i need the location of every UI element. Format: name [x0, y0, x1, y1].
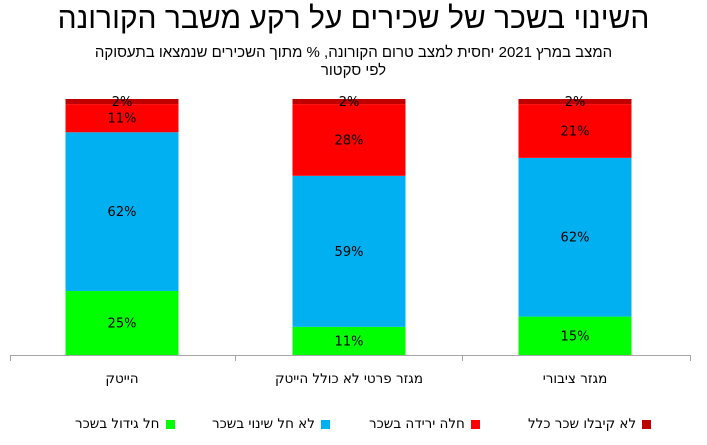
legend-swatch [165, 419, 175, 429]
bar-segment [65, 132, 179, 291]
data-label: 59% [335, 245, 364, 260]
stacked-bar-chart: 25% 62% 11% 2% הייטק 11% 59% 28% 2% מגזר פרטי לא … [10, 95, 691, 387]
chart-legend: חל גידול בשכר לא חל שינוי בשכר חלה ירידה ב… [0, 414, 707, 438]
legend-item: חל גידול בשכר [75, 414, 175, 434]
data-label: 15% [561, 329, 590, 344]
legend-item: לא חל שינוי בשכר [212, 414, 330, 434]
data-label: 2% [112, 95, 133, 110]
legend-swatch [642, 419, 652, 429]
bar-segment [518, 157, 632, 317]
data-label: 62% [108, 205, 137, 220]
bar-segment [518, 104, 632, 158]
legend-item: לא קיבלו שכר כלל [528, 414, 652, 434]
data-label: 21% [561, 125, 590, 140]
x-tick-label: הייטק [105, 371, 138, 387]
x-tick-label: מגזר פרטי לא כולל הייטק [275, 371, 423, 387]
data-label: 11% [108, 112, 137, 127]
legend-label: חלה ירידה בשכר [369, 416, 465, 432]
chart-subtitle: המצב במרץ 2021 יחסית למצב טרום הקורונה, … [0, 44, 707, 80]
data-label: 2% [565, 95, 586, 110]
data-label: 62% [561, 231, 590, 246]
bar-segment [65, 99, 179, 105]
bar-segment [518, 99, 632, 105]
bar-segment [65, 291, 179, 355]
legend-swatch [470, 419, 480, 429]
bar-segment [292, 326, 406, 355]
legend-swatch [320, 419, 330, 429]
chart-title: השינוי בשכר של שכירים על רקע משבר הקורונ… [57, 2, 650, 35]
bar-segment [292, 175, 406, 327]
legend-label: חל גידול בשכר [75, 416, 160, 432]
data-label: 2% [339, 95, 360, 110]
data-label: 28% [335, 133, 364, 148]
subtitle-line-2: לפי סקטור [320, 62, 387, 79]
legend-item: חלה ירידה בשכר [369, 414, 480, 434]
legend-label: לא חל שינוי בשכר [212, 416, 315, 432]
bar-segment [65, 104, 179, 133]
bar-segment [292, 104, 406, 176]
subtitle-line-1: המצב במרץ 2021 יחסית למצב טרום הקורונה, … [94, 44, 613, 61]
data-label: 11% [335, 334, 364, 349]
bar-segment [518, 316, 632, 355]
bar-segment [292, 99, 406, 105]
data-label: 25% [108, 317, 137, 332]
x-tick-label: מגזר ציבורי [543, 371, 607, 387]
legend-label: לא קיבלו שכר כלל [528, 416, 637, 432]
